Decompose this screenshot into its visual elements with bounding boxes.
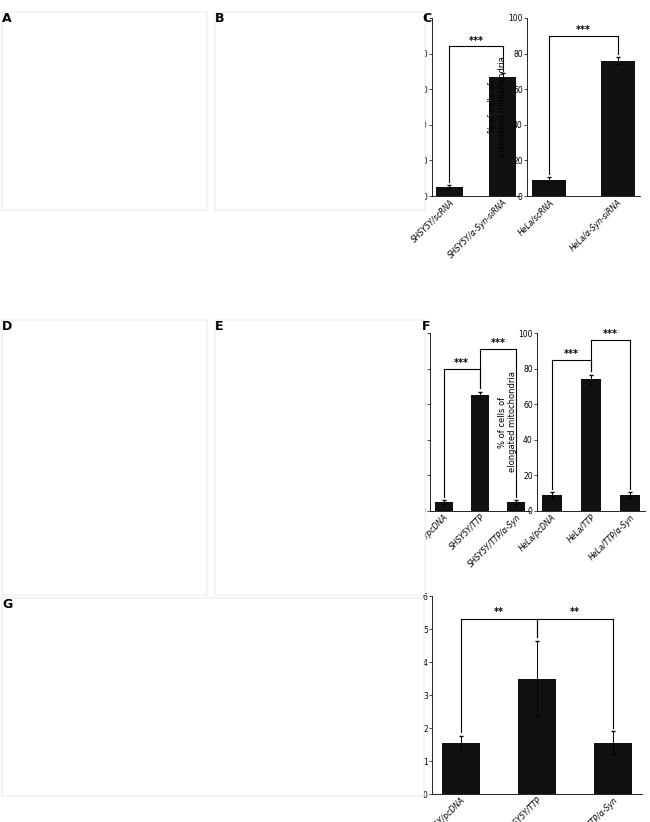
Text: A: A — [2, 12, 12, 25]
Text: D: D — [2, 320, 12, 333]
Y-axis label: Max/Min ratio: Max/Min ratio — [413, 667, 422, 723]
Bar — [441, 743, 480, 794]
Bar — [436, 187, 463, 196]
Bar — [594, 743, 632, 794]
Y-axis label: % of cells of
elongated mitochondria: % of cells of elongated mitochondria — [488, 57, 507, 158]
Text: F: F — [422, 320, 430, 333]
Bar — [621, 495, 640, 511]
Bar — [489, 76, 516, 196]
Text: C: C — [422, 12, 431, 25]
Text: **: ** — [494, 607, 504, 617]
Bar — [435, 502, 453, 511]
Text: ***: *** — [469, 35, 484, 45]
Y-axis label: % of cells of
elongated mitochondria: % of cells of elongated mitochondria — [391, 372, 410, 473]
Bar — [518, 678, 556, 794]
Text: G: G — [2, 598, 12, 611]
Text: ***: *** — [491, 338, 506, 349]
Bar — [581, 379, 601, 511]
Y-axis label: % of cells of
elongated mitochondria: % of cells of elongated mitochondria — [497, 372, 517, 473]
Bar — [542, 495, 562, 511]
Text: E: E — [215, 320, 224, 333]
Text: ***: *** — [564, 349, 579, 359]
Text: **: ** — [570, 607, 580, 617]
Y-axis label: % of cells of
elongated mitochondria: % of cells of elongated mitochondria — [393, 57, 412, 158]
Bar — [601, 61, 635, 196]
Text: ***: *** — [454, 358, 469, 367]
Text: B: B — [215, 12, 224, 25]
Text: ***: *** — [576, 25, 591, 35]
Text: ***: *** — [603, 330, 618, 339]
Bar — [532, 180, 566, 196]
Bar — [471, 395, 489, 511]
Bar — [507, 502, 525, 511]
